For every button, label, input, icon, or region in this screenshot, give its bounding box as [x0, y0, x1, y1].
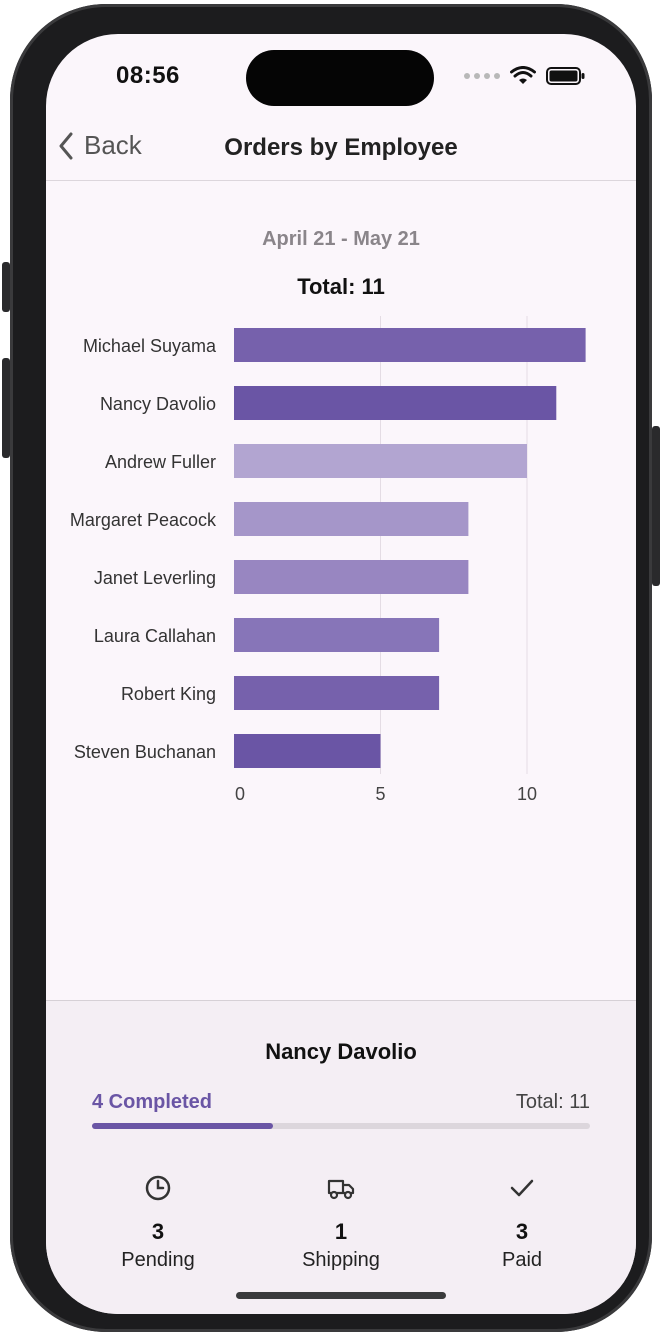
category-label: Nancy Davolio [100, 394, 216, 414]
employee-detail-panel: Nancy Davolio 4 Completed Total: 11 3 Pe… [46, 1000, 636, 1314]
truck-icon [327, 1179, 355, 1200]
bar-janet-leverling[interactable] [234, 560, 469, 594]
category-label: Robert King [121, 684, 216, 704]
chevron-left-icon [59, 132, 73, 159]
stat-pending: 3 Pending [78, 1171, 238, 1272]
bar-robert-king[interactable] [234, 676, 440, 710]
bar-chart: Michael Suyama Nancy Davolio Andrew Fuller… [70, 316, 586, 804]
paid-count: 3 [515, 1219, 529, 1244]
phone-frame: 08:56 Back Orders by Employee [10, 4, 652, 1332]
silent-switch [2, 262, 10, 312]
battery-icon [546, 67, 585, 85]
category-label: Janet Leverling [94, 568, 216, 588]
navbar: Back Orders by Employee [46, 120, 636, 181]
bar-steven-buchanan[interactable] [234, 734, 381, 768]
total-label: Total: 11 [515, 1091, 590, 1113]
screen: 08:56 Back Orders by Employee [46, 34, 636, 1314]
status-time: 08:56 [116, 62, 180, 89]
category-label: Steven Buchanan [74, 742, 216, 762]
category-label: Michael Suyama [83, 336, 217, 356]
back-button[interactable]: Back [58, 130, 142, 161]
stat-shipping: 1 Shipping [261, 1171, 421, 1272]
chart-total: Total: 11 [297, 274, 385, 299]
signal-icon [464, 73, 500, 79]
bar-andrew-fuller[interactable] [234, 444, 527, 478]
bar-laura-callahan[interactable] [234, 618, 440, 652]
category-label: Margaret Peacock [70, 510, 217, 530]
pending-count: 3 [151, 1219, 165, 1244]
shipping-count: 1 [334, 1219, 348, 1244]
x-tick-label: 5 [375, 784, 385, 804]
progress-bar [92, 1123, 590, 1129]
wifi-icon [510, 66, 536, 84]
x-tick-label: 10 [517, 784, 537, 804]
x-tick-label: 0 [235, 784, 245, 804]
category-label: Andrew Fuller [105, 452, 216, 472]
power-button [652, 426, 660, 586]
completed-label: 4 Completed [92, 1091, 213, 1113]
bar-margaret-peacock[interactable] [234, 502, 469, 536]
back-label: Back [84, 130, 142, 160]
employee-name: Nancy Davolio [265, 1039, 417, 1064]
home-indicator[interactable] [236, 1292, 446, 1299]
category-label: Laura Callahan [94, 626, 216, 646]
pending-label: Pending [121, 1249, 195, 1271]
stat-paid: 3 Paid [442, 1171, 602, 1272]
clock-icon [145, 1175, 171, 1201]
date-range: April 21 - May 21 [262, 228, 420, 250]
status-icons [464, 66, 586, 86]
volume-button [2, 358, 10, 458]
progress-fill [92, 1123, 274, 1129]
bar-michael-suyama[interactable] [234, 328, 586, 362]
paid-label: Paid [501, 1249, 543, 1271]
dynamic-island [246, 50, 434, 106]
page-title: Orders by Employee [224, 134, 458, 161]
shipping-label: Shipping [302, 1249, 380, 1271]
bar-nancy-davolio[interactable] [234, 386, 557, 420]
checkmark-icon [510, 1179, 534, 1197]
